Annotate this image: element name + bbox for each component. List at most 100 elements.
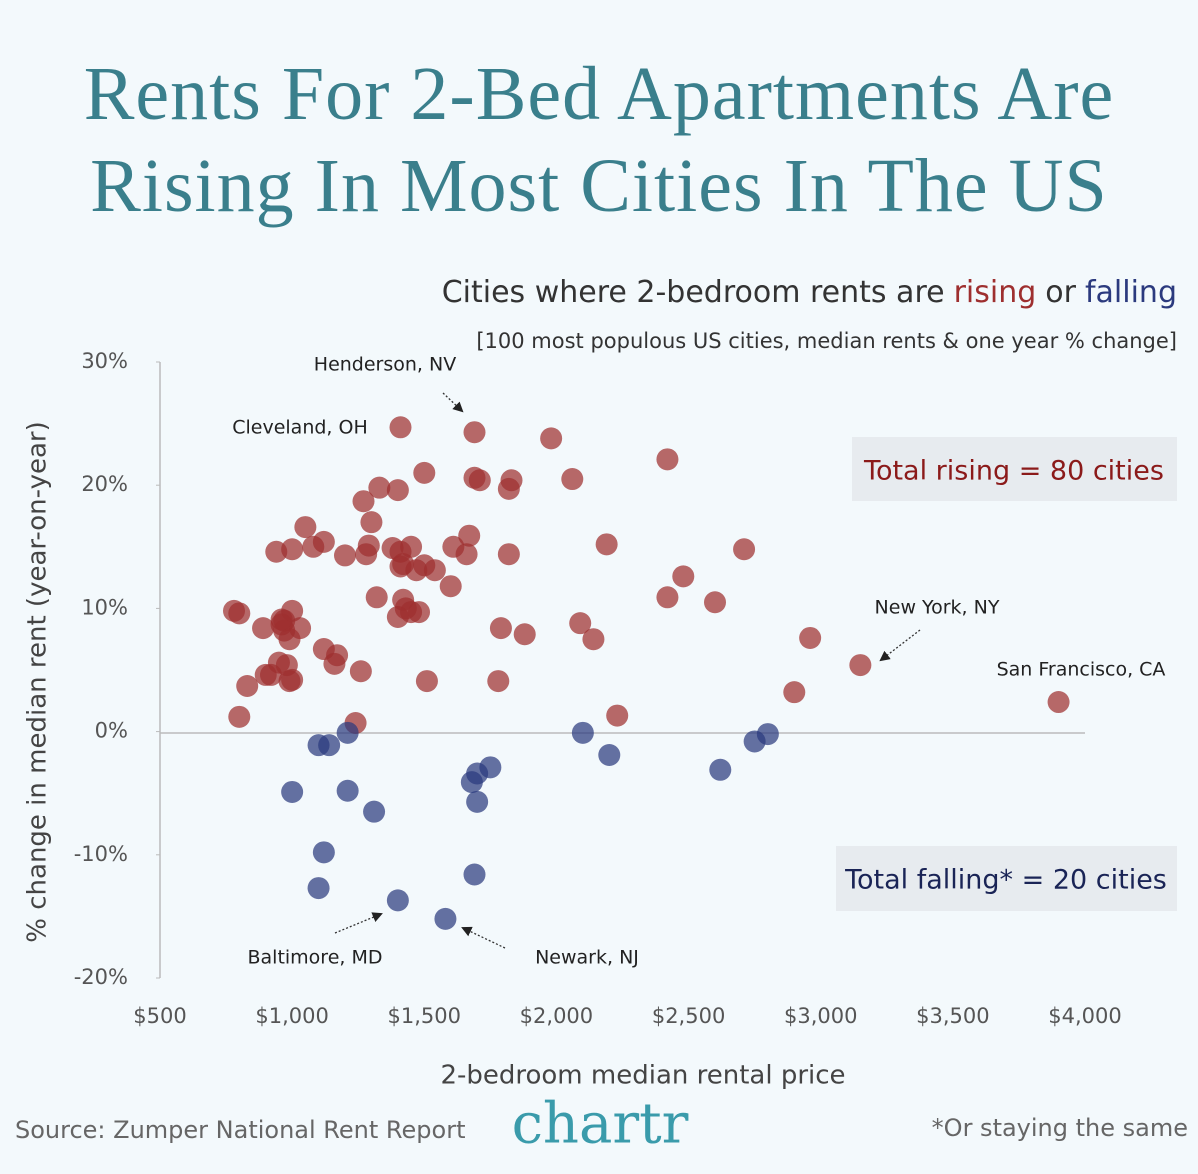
point — [783, 681, 806, 704]
annotation: Baltimore, MD — [247, 947, 382, 969]
y-tick-label: 30% — [81, 349, 128, 373]
x-tick-label: $1,000 — [255, 1004, 328, 1028]
point — [479, 756, 502, 779]
point — [849, 654, 872, 677]
point — [423, 559, 446, 582]
point — [497, 543, 520, 566]
x-tick-label: $1,500 — [388, 1004, 461, 1028]
rising-box — [852, 437, 1177, 501]
point — [466, 790, 489, 813]
point — [458, 524, 481, 547]
point — [540, 427, 563, 450]
annotation: Newark, NJ — [535, 947, 639, 969]
x-tick-label: $3,500 — [916, 1004, 989, 1028]
point — [569, 612, 592, 635]
point — [368, 476, 391, 499]
subtitle: Cities where 2-bedroom rents are rising or… — [442, 275, 1177, 310]
point — [413, 461, 436, 484]
y-tick-label: 10% — [81, 595, 128, 619]
point — [281, 780, 304, 803]
point — [408, 601, 430, 624]
point — [656, 448, 679, 471]
point — [270, 613, 293, 636]
point — [318, 734, 341, 757]
point — [307, 877, 330, 900]
subtitle-falling: falling — [1085, 275, 1177, 310]
y-axis-title: % change in median rent (year-on-year) — [23, 421, 53, 942]
note: [100 most populous US cities, median ren… — [476, 329, 1177, 353]
point — [489, 617, 512, 640]
point — [704, 591, 726, 614]
point — [386, 479, 409, 502]
point — [323, 652, 346, 675]
point — [352, 490, 375, 513]
logo: chartr — [512, 1092, 689, 1157]
point — [463, 421, 486, 444]
annotation-arrow — [461, 926, 506, 949]
subtitle-joiner: or — [1045, 275, 1076, 310]
point — [355, 543, 378, 566]
subtitle-rising: rising — [954, 275, 1037, 310]
footnote: *Or staying the same — [932, 1114, 1188, 1142]
point — [561, 468, 584, 491]
chart-title: Rents For 2-Bed Apartments Are Rising In… — [83, 52, 1115, 228]
point — [455, 543, 478, 566]
x-axis-title: 2-bedroom median rental price — [440, 1061, 845, 1091]
point — [672, 565, 695, 588]
point — [278, 670, 301, 693]
x-tick-label: $500 — [133, 1004, 186, 1028]
x-tick-label: $3,000 — [784, 1004, 857, 1028]
point — [571, 721, 594, 744]
point — [756, 723, 779, 746]
point — [294, 516, 317, 539]
point — [598, 744, 621, 767]
source: Source: Zumper National Rent Report — [15, 1116, 465, 1144]
annotation: New York, NY — [875, 597, 1000, 619]
y-tick-label: -10% — [74, 842, 128, 866]
point — [582, 628, 605, 651]
point — [386, 606, 409, 629]
x-tick-label: $2,500 — [652, 1004, 725, 1028]
y-tick-label: -20% — [74, 965, 128, 989]
point — [389, 416, 412, 439]
point — [709, 758, 732, 781]
point — [656, 586, 679, 609]
point — [228, 705, 251, 728]
point — [386, 889, 409, 912]
point — [312, 841, 335, 864]
point — [434, 907, 457, 930]
point — [334, 544, 356, 567]
annotation-arrow — [879, 629, 921, 662]
annotation: Henderson, NV — [314, 354, 456, 376]
point — [363, 800, 386, 823]
point — [312, 530, 335, 553]
y-tick-label: 0% — [95, 719, 128, 743]
point — [487, 670, 510, 693]
point — [468, 469, 491, 492]
point — [252, 617, 275, 640]
point — [513, 623, 536, 646]
annotation: Cleveland, OH — [232, 417, 368, 439]
point — [595, 533, 618, 556]
falling-box — [836, 846, 1177, 911]
annotation-arrow — [334, 912, 383, 934]
point — [336, 779, 359, 802]
x-tick-label: $4,000 — [1048, 1004, 1121, 1028]
annotation: San Francisco, CA — [997, 659, 1166, 681]
point — [349, 660, 372, 683]
point — [236, 675, 259, 698]
subtitle-lead: Cities where 2-bedroom rents are — [442, 275, 945, 310]
x-tick-label: $2,000 — [520, 1004, 593, 1028]
y-tick-label: 20% — [81, 472, 128, 496]
rising-total: Total rising = 80 cities — [863, 456, 1164, 487]
point — [281, 538, 304, 561]
falling-total: Total falling* = 20 cities — [844, 865, 1167, 896]
point — [733, 538, 756, 561]
point — [439, 575, 462, 598]
point — [365, 586, 388, 609]
point — [463, 863, 486, 886]
point — [799, 626, 822, 649]
point — [497, 477, 520, 500]
point — [360, 511, 383, 534]
